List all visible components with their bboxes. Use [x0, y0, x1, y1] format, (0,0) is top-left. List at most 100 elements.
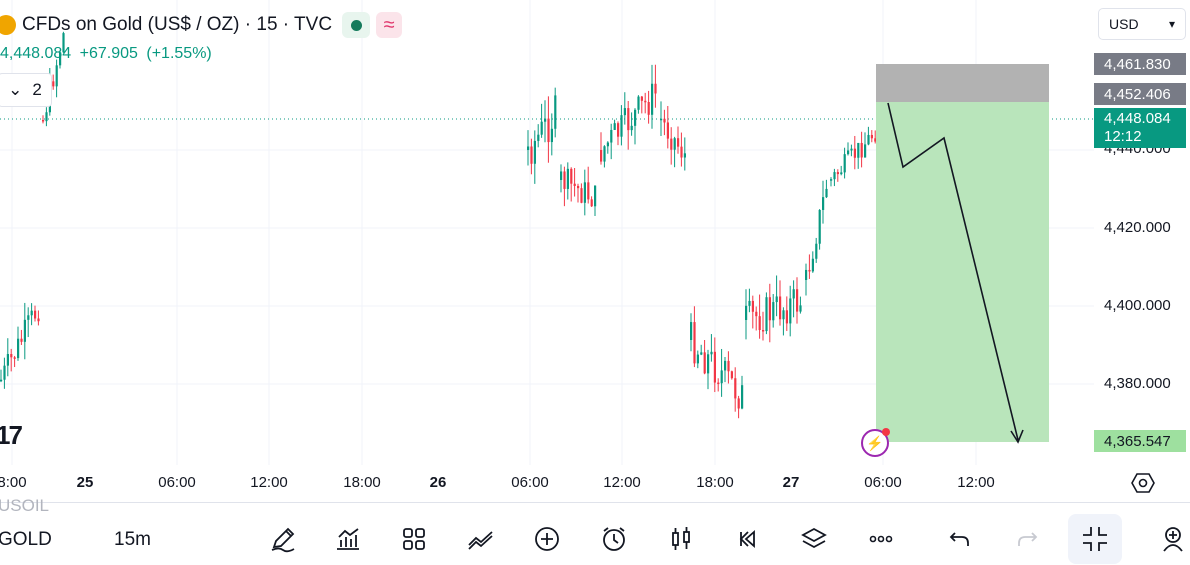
candle-body: [727, 360, 730, 372]
candle-body: [27, 315, 30, 320]
candle-body: [710, 351, 713, 355]
last-price-value: 4,448.084: [1104, 110, 1171, 127]
candle-body: [850, 148, 853, 151]
candle-body: [560, 171, 563, 180]
symbol-header[interactable]: CFDs on Gold (US$ / OZ) · 15 · TVC ≈: [0, 8, 403, 42]
candle-body: [613, 123, 616, 130]
candle-body: [10, 354, 13, 358]
candle-body: [870, 134, 873, 139]
replay-icon[interactable]: [730, 522, 764, 556]
candle-body: [566, 168, 569, 189]
undo-icon[interactable]: [943, 522, 977, 556]
currency-select[interactable]: USD ▾: [1098, 8, 1186, 40]
candle-body: [554, 95, 557, 129]
candle-body: [673, 138, 676, 150]
y-tick: 4,380.000: [1104, 375, 1171, 392]
redo-icon[interactable]: [1010, 522, 1044, 556]
candle-body: [30, 310, 33, 316]
candle-body: [683, 153, 686, 158]
chart-type-icon[interactable]: [664, 522, 698, 556]
market-open-icon[interactable]: [342, 12, 371, 38]
stop-price-label: 4,461.830: [1094, 53, 1186, 75]
quote-line: 4,448.084 +67.905 (+1.55%): [0, 45, 216, 63]
lightning-icon[interactable]: ⚡: [861, 428, 890, 457]
candle-body: [527, 146, 530, 150]
entry-price-label: 4,452.406: [1094, 83, 1186, 105]
x-tick: 12:00: [603, 474, 641, 491]
candle-body: [825, 188, 828, 198]
layouts-icon[interactable]: [397, 522, 431, 556]
candle-body: [644, 100, 647, 103]
candle-body: [623, 108, 626, 116]
candle-body: [680, 146, 683, 158]
delayed-data-icon[interactable]: ≈: [376, 12, 403, 38]
ghost-symbol[interactable]: USOIL: [0, 496, 50, 515]
x-tick: 06:00: [511, 474, 549, 491]
candle-body: [713, 351, 716, 383]
take-profit-zone: [876, 102, 1049, 442]
candle-body: [836, 172, 839, 175]
candle-body: [666, 122, 669, 139]
candle-body: [634, 109, 637, 126]
compare-icon[interactable]: [464, 522, 498, 556]
candle-body: [785, 310, 788, 324]
fullscreen-exit-icon[interactable]: [1078, 522, 1112, 556]
candle-body: [707, 354, 710, 374]
candle-body: [874, 138, 877, 142]
candle-body: [796, 289, 799, 312]
symbol-title[interactable]: CFDs on Gold (US$ / OZ) · 15 · TVC: [22, 14, 333, 35]
symbol-selector[interactable]: GOLD: [0, 529, 52, 550]
candle-body: [762, 329, 765, 332]
candle-body: [700, 352, 703, 355]
candle-body: [660, 118, 663, 121]
x-tick: 12:00: [957, 474, 995, 491]
add-symbol-icon[interactable]: [1156, 522, 1190, 556]
candle-body: [606, 142, 609, 147]
alert-icon[interactable]: [597, 522, 631, 556]
candle-body: [23, 319, 26, 342]
candle-body: [867, 134, 870, 145]
timeframe-selector[interactable]: 15m: [114, 529, 151, 550]
candle-body: [3, 365, 6, 380]
chevron-down-icon: ⌄: [8, 80, 23, 99]
candle-body: [42, 120, 45, 122]
more-icon[interactable]: [864, 522, 898, 556]
candle-body: [547, 118, 550, 143]
candle-body: [0, 379, 3, 382]
x-tick: 18:00: [343, 474, 381, 491]
x-tick: 27: [782, 474, 800, 491]
candle-body: [811, 258, 814, 272]
candle-body: [550, 128, 553, 143]
candle-body: [62, 33, 65, 53]
candle-body: [590, 199, 593, 207]
candle-body: [693, 322, 696, 364]
indicators-icon[interactable]: [331, 522, 365, 556]
candle-body: [13, 357, 16, 359]
projection-path: [887, 102, 1019, 441]
candle-body: [620, 115, 623, 137]
candle-body: [34, 310, 37, 319]
add-icon[interactable]: [530, 522, 564, 556]
candle-body: [573, 183, 576, 186]
price-change-pct: (+1.55%): [146, 45, 212, 62]
candle-body: [755, 311, 758, 317]
price-chart[interactable]: [0, 0, 1190, 500]
indicators-toggle-button[interactable]: ⌄ 2: [0, 73, 52, 107]
layers-icon[interactable]: [797, 522, 831, 556]
last-price-label: 4,448.084 12:12: [1094, 108, 1186, 148]
candle-body: [847, 150, 850, 155]
candle-body: [840, 172, 843, 175]
chart-settings-icon[interactable]: [1131, 471, 1155, 495]
drawing-icon[interactable]: [266, 522, 300, 556]
candle-body: [690, 322, 693, 340]
countdown: 12:12: [1104, 128, 1142, 145]
y-tick: 4,420.000: [1104, 219, 1171, 236]
candle-body: [792, 289, 795, 299]
candle-body: [603, 146, 606, 162]
last-price: 4,448.084: [0, 45, 72, 62]
candle-body: [651, 83, 654, 115]
candle-body: [677, 138, 680, 147]
candle-body: [789, 298, 792, 324]
candle-body: [17, 338, 20, 359]
candle-body: [663, 118, 666, 123]
